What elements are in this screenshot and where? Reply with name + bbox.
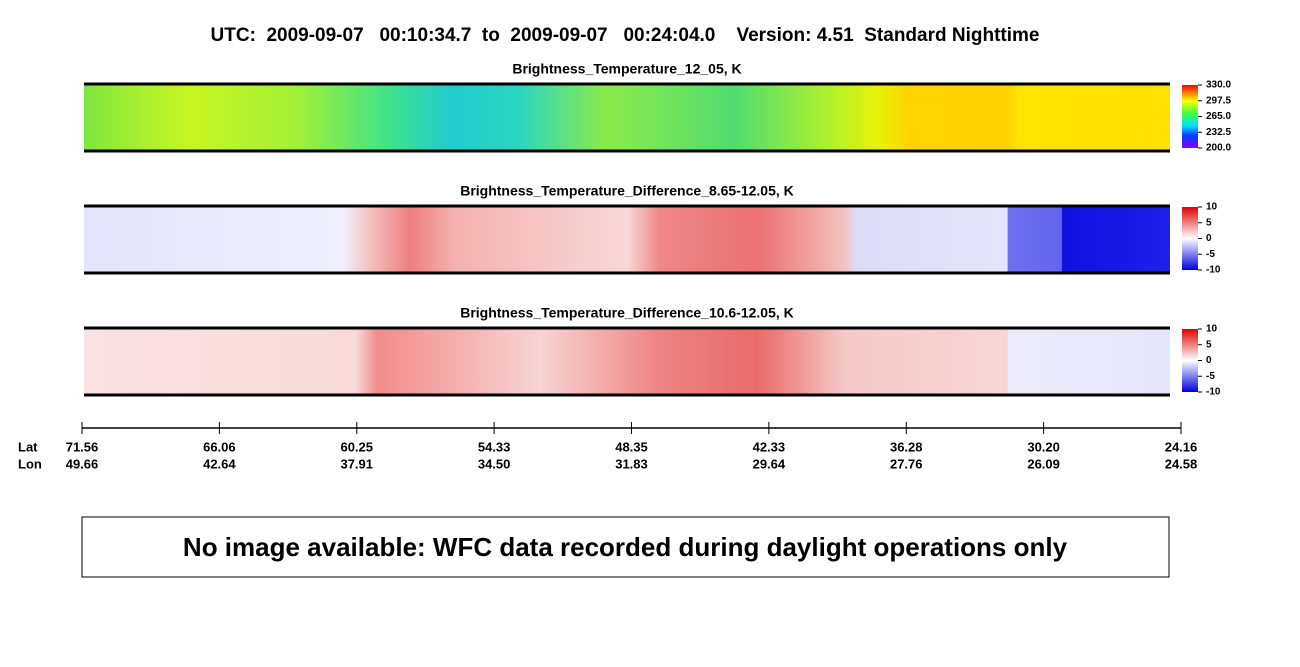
colorbar-tick-label: 0: [1206, 233, 1212, 244]
colorbar-tick-label: 330.0: [1206, 80, 1231, 91]
lat-tick-label: 48.35: [615, 439, 648, 454]
colorbar-tick-label: 297.5: [1206, 95, 1231, 106]
lat-tick-label: 66.06: [203, 439, 236, 454]
lon-tick-label: 26.09: [1027, 456, 1060, 471]
colorbar-tick-label: 232.5: [1206, 127, 1231, 138]
lat-tick-label: 30.20: [1027, 439, 1060, 454]
lon-tick-label: 31.83: [615, 456, 648, 471]
panels: Brightness_Temperature_12_05, K 330.0 297.…: [84, 61, 1231, 398]
colorbar: [1182, 329, 1198, 392]
colorbar-tick-label: 5: [1206, 217, 1212, 228]
colorbar-tick-label: -5: [1206, 249, 1215, 260]
colorbar-tick-label: 200.0: [1206, 143, 1231, 154]
lat-tick-label: 24.16: [1165, 439, 1198, 454]
lon-label: Lon: [18, 456, 42, 471]
lon-tick-label: 27.76: [890, 456, 923, 471]
page-title: UTC: 2009-09-07 00:10:34.7 to 2009-09-07…: [211, 25, 1040, 46]
lat-label: Lat: [18, 439, 38, 454]
lon-tick-label: 29.64: [753, 456, 786, 471]
lon-tick-label: 34.50: [478, 456, 511, 471]
lat-tick-label: 60.25: [340, 439, 373, 454]
colorbar-tick-label: -5: [1206, 371, 1215, 382]
image-strip: [84, 206, 1170, 273]
colorbar-tick-label: 0: [1206, 355, 1212, 366]
message-box: [81, 516, 1170, 578]
lat-lon-axis: Lat Lon 71.56 49.66 66.06 42.64 60.25 37.91 54.3…: [18, 422, 1197, 471]
panel-title: Brightness_Temperature_Difference_8.65-1…: [460, 183, 794, 199]
lat-tick-label: 42.33: [753, 439, 786, 454]
lon-tick-label: 49.66: [66, 456, 99, 471]
panel-title: Brightness_Temperature_12_05, K: [512, 61, 741, 77]
colorbar: [1182, 207, 1198, 270]
lon-tick-label: 24.58: [1165, 456, 1198, 471]
image-strip: [84, 328, 1170, 395]
lat-tick-label: 36.28: [890, 439, 923, 454]
lon-tick-label: 37.91: [340, 456, 373, 471]
colorbar-tick-label: 10: [1206, 324, 1218, 335]
lat-tick-label: 54.33: [478, 439, 511, 454]
colorbar: [1182, 85, 1198, 148]
colorbar-tick-label: 265.0: [1206, 111, 1231, 122]
colorbar-tick-label: 10: [1206, 202, 1218, 213]
panel-title: Brightness_Temperature_Difference_10.6-1…: [460, 305, 794, 321]
lon-tick-label: 42.64: [203, 456, 236, 471]
image-strip: [84, 84, 1170, 151]
colorbar-tick-label: -10: [1206, 265, 1221, 276]
lat-tick-label: 71.56: [66, 439, 99, 454]
colorbar-tick-label: -10: [1206, 387, 1221, 398]
message: No image available: WFC data recorded du…: [183, 532, 1068, 562]
colorbar-tick-label: 5: [1206, 339, 1212, 350]
